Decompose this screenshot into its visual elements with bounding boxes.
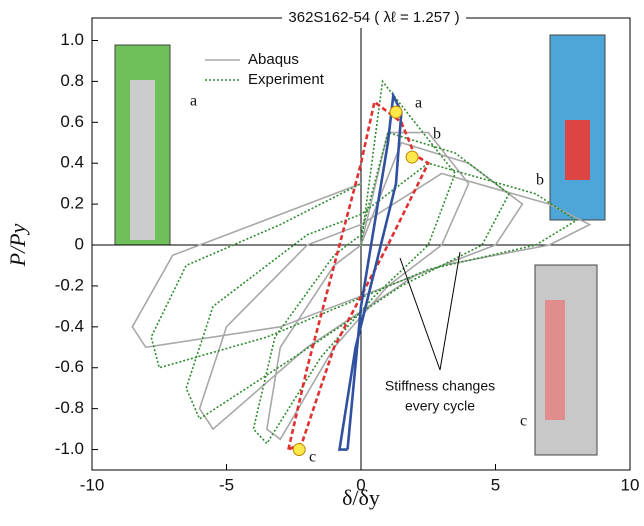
title-box [282, 8, 466, 28]
y-tick-label: 0.8 [60, 71, 84, 90]
annotation: a [415, 95, 422, 112]
arrow [399, 257, 441, 371]
annotation: a [190, 93, 197, 110]
inset-a-detail [130, 80, 155, 240]
x-tick-label: 0 [356, 475, 365, 494]
x-tick-label: 10 [621, 475, 640, 494]
y-tick-label: 1.0 [60, 30, 84, 49]
y-tick-label: -0.6 [55, 357, 84, 376]
legend-label: Abaqus [248, 51, 299, 68]
y-tick-label: 0.6 [60, 112, 84, 131]
arrow [439, 251, 461, 371]
series-line [150, 79, 578, 445]
marker [389, 105, 403, 119]
x-tick-label: -5 [219, 475, 234, 494]
note: every cycle [405, 398, 475, 414]
y-tick-label: -1.0 [55, 439, 84, 458]
annotation: b [433, 126, 441, 143]
y-tick-label: -0.4 [55, 316, 84, 335]
y-tick-label: -0.8 [55, 398, 84, 417]
chart-title: 362S162-54 ( λℓ = 1.257 ) [288, 9, 459, 26]
inset-c [534, 264, 598, 456]
annotation: c [309, 449, 316, 466]
marker [292, 443, 306, 457]
marker [405, 150, 419, 164]
annotation: b [536, 172, 544, 189]
legend-label: Experiment [248, 71, 325, 88]
x-tick-label: -10 [80, 475, 105, 494]
inset-c-detail [545, 300, 565, 420]
x-tick-label: 5 [491, 475, 500, 494]
y-tick-label: -0.2 [55, 275, 84, 294]
insets [114, 34, 606, 456]
y-tick-label: 0 [75, 235, 84, 254]
note: Stiffness changes [385, 378, 495, 394]
series-line [337, 91, 403, 451]
y-axis-label: P/Py [5, 223, 30, 267]
inset-b-detail [565, 120, 590, 180]
x-axis-label: δ/δy [342, 485, 380, 510]
y-tick-label: 0.4 [60, 153, 84, 172]
y-tick-label: 0.2 [60, 194, 84, 213]
annotation: c [520, 413, 527, 430]
